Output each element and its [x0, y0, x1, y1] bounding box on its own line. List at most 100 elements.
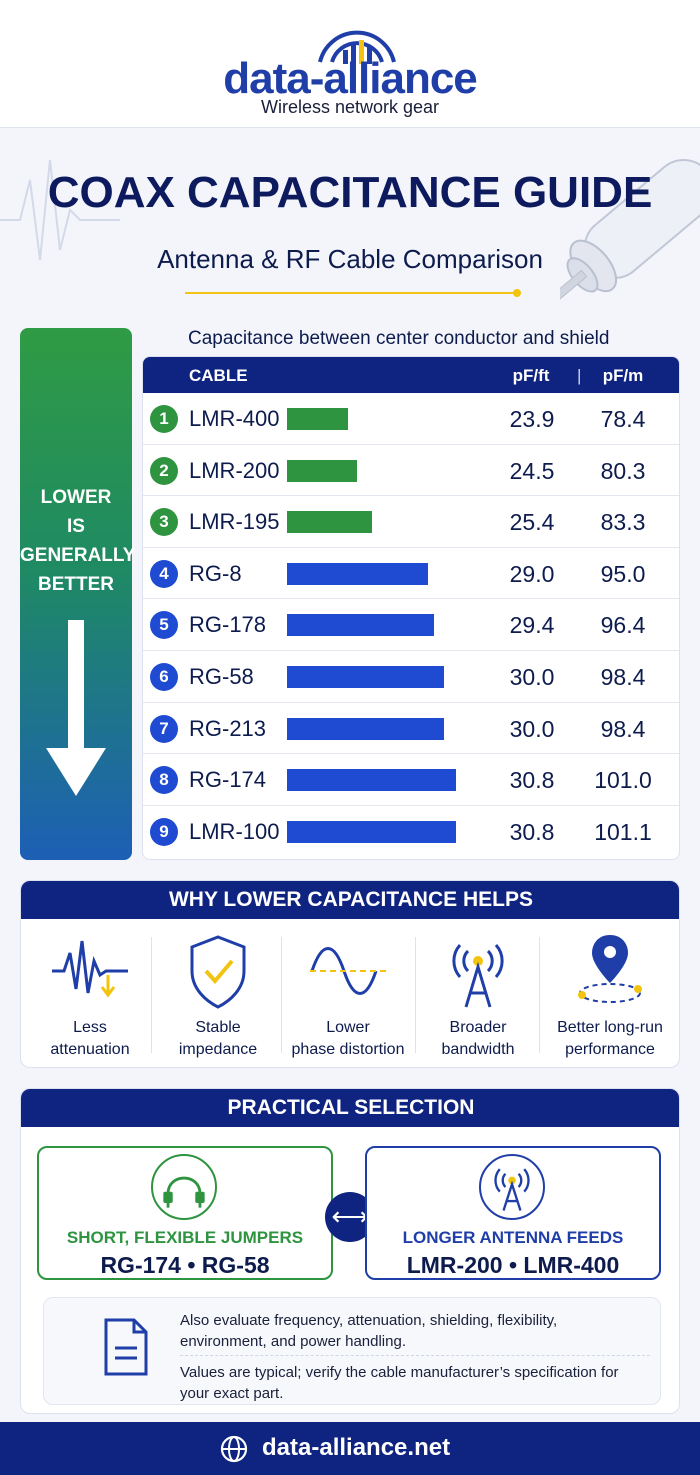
cable-name: RG-178 [189, 612, 267, 638]
cable-name: RG-174 [189, 767, 267, 793]
title-underline [185, 289, 521, 297]
page-title: COAX CAPACITANCE GUIDE [47, 168, 653, 217]
table-row: 8 RG-174 30.8 101.0 [143, 754, 679, 806]
brand-tagline: Wireless network gear [260, 97, 440, 117]
value-pf-per-ft: 30.0 [509, 715, 555, 742]
divider [539, 937, 540, 1053]
benefit-label-line-2: performance [565, 1041, 655, 1058]
sine-wave-icon [310, 947, 386, 995]
lower-line-4: BETTER [38, 574, 114, 595]
benefit-lower-phase-distortion: Lower phase distortion [283, 925, 413, 1059]
rank-badge: 1 [150, 405, 178, 433]
jumper-cable-svg [163, 1176, 205, 1208]
rank-badge: 2 [150, 456, 178, 485]
note-text-verify: Values are typical; verify the cable man… [180, 1364, 619, 1402]
capacitance-bar [287, 562, 428, 585]
capacitance-table: CABLE pF/ft | pF/m 1 LMR-400 23.9 78.4 2 LMR-… [142, 356, 680, 860]
value-pf-per-ft: 25.4 [509, 509, 555, 536]
divider [415, 937, 416, 1053]
practical-selection-card: PRACTICAL SELECTION SHORT, FLEXIBLE JUMP… [20, 1088, 680, 1414]
benefit-label-line-2: phase distortion [291, 1041, 405, 1058]
page-subtitle: Antenna & RF Cable Comparison [157, 244, 543, 274]
antenna-tower-icon [479, 1154, 545, 1220]
table-row: 7 RG-213 30.0 98.4 [143, 703, 679, 755]
practical-heading: PRACTICAL SELECTION [21, 1089, 679, 1127]
benefit-label-line-1: Less [73, 1019, 107, 1036]
note-text-evaluate: Also evaluate frequency, attenuation, sh… [180, 1312, 558, 1350]
benefit-broader-bandwidth: Broader bandwidth [413, 925, 543, 1059]
cable-name: LMR-100 [189, 818, 280, 844]
value-pf-per-m: 98.4 [600, 664, 646, 690]
value-pf-per-m: 80.3 [600, 457, 646, 484]
value-pf-per-ft: 30.8 [509, 818, 555, 845]
column-header-pf-m: pF/m [602, 366, 644, 385]
value-pf-per-ft: 30.0 [509, 664, 555, 690]
lower-line-1: LOWER [40, 487, 112, 508]
benefit-label: Lower phase distortion [279, 1017, 417, 1061]
table-caption: Capacitance between center conductor and… [188, 328, 610, 349]
table-row: 4 RG-8 29.0 95.0 [143, 548, 679, 600]
benefit-label: Less attenuation [21, 1017, 159, 1061]
value-pf-per-m: 83.3 [600, 509, 646, 536]
rank-badge: 6 [150, 663, 178, 691]
antenna-feeds-option: LONGER ANTENNA FEEDS LMR-200 • LMR-400 [365, 1146, 661, 1280]
value-pf-per-ft: 23.9 [509, 406, 555, 432]
capacitance-bar [287, 459, 357, 482]
value-pf-per-ft: 30.8 [509, 767, 555, 794]
rank-badge: 5 [150, 611, 178, 640]
waveform-icon [52, 940, 128, 998]
short-jumpers-cables: RG-174 • RG-58 [100, 1252, 270, 1278]
benefit-label: Better long-run performance [541, 1017, 679, 1061]
lower-line-3: GENERALLY [20, 545, 136, 566]
table-row: 5 RG-178 29.4 96.4 [143, 599, 679, 651]
divider [281, 937, 282, 1053]
column-header-cable: CABLE [189, 366, 248, 385]
antenna-tower-icon [452, 944, 504, 1008]
location-pin-icon [578, 935, 642, 1003]
lower-is-better-text: LOWER IS GENERALLY BETTER [20, 483, 136, 599]
capacitance-bar [287, 820, 456, 843]
why-lower-capacitance-card: WHY LOWER CAPACITANCE HELPS Less attenua… [20, 880, 680, 1068]
value-pf-per-m: 78.4 [600, 406, 646, 432]
column-separator: | [577, 366, 582, 385]
value-pf-per-m: 95.0 [600, 560, 646, 587]
selection-note: Also evaluate frequency, attenuation, sh… [43, 1297, 661, 1405]
benefit-label-line-2: attenuation [50, 1041, 130, 1058]
table-row: 2 LMR-200 24.5 80.3 [143, 445, 679, 497]
antenna-feeds-title: LONGER ANTENNA FEEDS [402, 1228, 624, 1247]
globe-icon [220, 1435, 248, 1463]
coax-cable-illustration [560, 159, 700, 304]
cable-name: RG-8 [189, 560, 242, 586]
rank-badge: 4 [150, 559, 178, 588]
why-heading: WHY LOWER CAPACITANCE HELPS [21, 881, 679, 919]
column-header-pf-ft: pF/ft [512, 366, 550, 385]
benefit-stable-impedance: Stable impedance [153, 925, 283, 1059]
benefit-label-line-1: Better long-run [557, 1019, 663, 1036]
website-link[interactable]: data-alliance.net [262, 1434, 451, 1461]
cable-name: LMR-400 [189, 406, 280, 431]
value-pf-per-m: 101.1 [594, 818, 652, 845]
value-pf-per-m: 96.4 [600, 612, 646, 639]
benefit-label-line-1: Stable [195, 1019, 241, 1036]
jumper-cable-icon [151, 1154, 217, 1220]
down-arrow-icon [46, 620, 106, 796]
divider [151, 937, 152, 1053]
document-icon [104, 1318, 148, 1376]
table-header: CABLE pF/ft | pF/m [143, 357, 679, 393]
capacitance-bar [287, 614, 434, 637]
lower-line-2: IS [67, 516, 85, 537]
value-pf-per-ft: 29.0 [509, 560, 555, 587]
note-divider [180, 1355, 650, 1356]
benefit-label: Broader bandwidth [409, 1017, 547, 1061]
cable-name: LMR-200 [189, 457, 280, 483]
shield-check-icon [190, 935, 246, 1009]
capacitance-bar [287, 511, 372, 534]
table-row: 6 RG-58 30.0 98.4 [143, 651, 679, 703]
rank-badge: 3 [150, 508, 178, 537]
brand-name: data-alliance [223, 54, 478, 103]
value-pf-per-ft: 29.4 [509, 612, 555, 639]
header: data-alliance Wireless network gear [0, 0, 700, 128]
capacitance-bar [287, 769, 456, 792]
table-row: 1 LMR-400 23.9 78.4 [143, 393, 679, 445]
short-jumpers-title: SHORT, FLEXIBLE JUMPERS [66, 1228, 304, 1247]
